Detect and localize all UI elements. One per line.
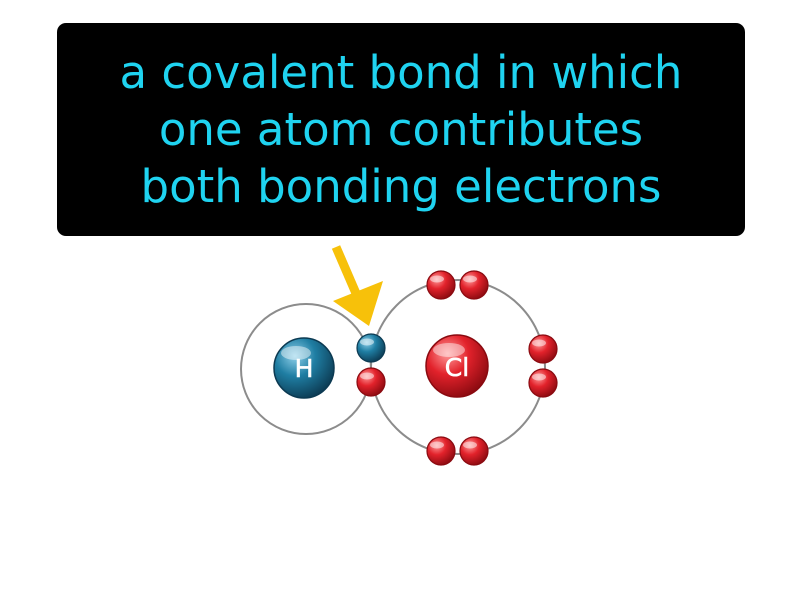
definition-line-1: a covalent bond in which: [119, 46, 683, 99]
hydrogen-symbol: H: [295, 354, 314, 383]
chlorine-shell: [370, 279, 546, 455]
hydrogen-nucleus: H: [273, 337, 335, 399]
electron-cl-bottom-right: [459, 436, 489, 466]
definition-box: a covalent bond in which one atom contri…: [57, 23, 745, 236]
pointer-arrow: [331, 245, 383, 326]
definition-line-3: both bonding electrons: [140, 160, 662, 213]
electron-cl-top-right: [459, 270, 489, 300]
electron-shared-blue: [356, 333, 386, 363]
electron-shared-red: [356, 367, 386, 397]
electron-cl-bottom-left: [426, 436, 456, 466]
electron-cl-right-top: [528, 334, 558, 364]
definition-line-2: one atom contributes: [158, 103, 644, 156]
electron-cl-right-bottom: [528, 368, 558, 398]
chlorine-nucleus: Cl: [425, 334, 489, 398]
electron-cl-top-left: [426, 270, 456, 300]
chlorine-symbol: Cl: [445, 353, 469, 382]
